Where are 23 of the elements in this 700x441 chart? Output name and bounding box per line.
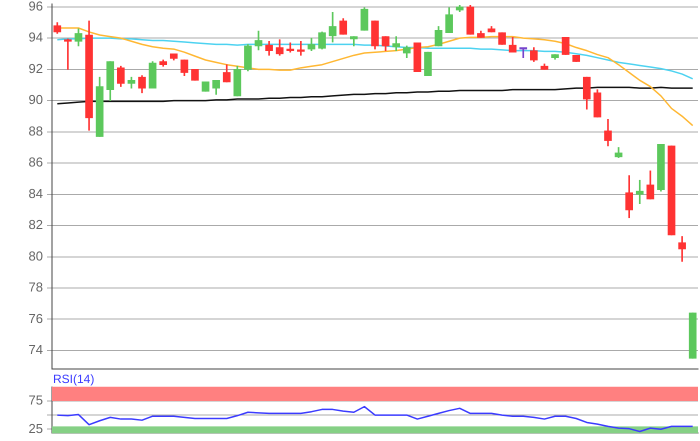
y-tick-label: 76: [28, 310, 43, 326]
candlestick: [668, 146, 676, 236]
candlestick: [572, 55, 580, 62]
y-tick-label: 86: [28, 154, 43, 170]
candlestick: [191, 69, 199, 81]
y-tick-label: 80: [28, 248, 43, 264]
candlestick: [414, 42, 422, 72]
y-tick-label: 90: [28, 92, 43, 108]
y-tick-label: 84: [28, 186, 43, 201]
y-tick-label: 92: [28, 60, 43, 76]
y-tick-label: 96: [28, 0, 43, 14]
candlestick: [562, 37, 570, 55]
y-tick-label: 82: [28, 217, 43, 232]
y-tick-label: 94: [28, 30, 43, 45]
y-tick-label: 25: [28, 420, 43, 436]
chart-title: RSI(14): [53, 372, 96, 386]
y-tick-label: 75: [28, 392, 43, 408]
candlestick: [424, 52, 432, 76]
y-tick-label: 88: [28, 123, 43, 138]
candlestick: [202, 82, 210, 92]
y-tick-label: 78: [28, 280, 43, 295]
candlestick: [688, 312, 697, 359]
y-tick-label: 74: [28, 342, 43, 358]
